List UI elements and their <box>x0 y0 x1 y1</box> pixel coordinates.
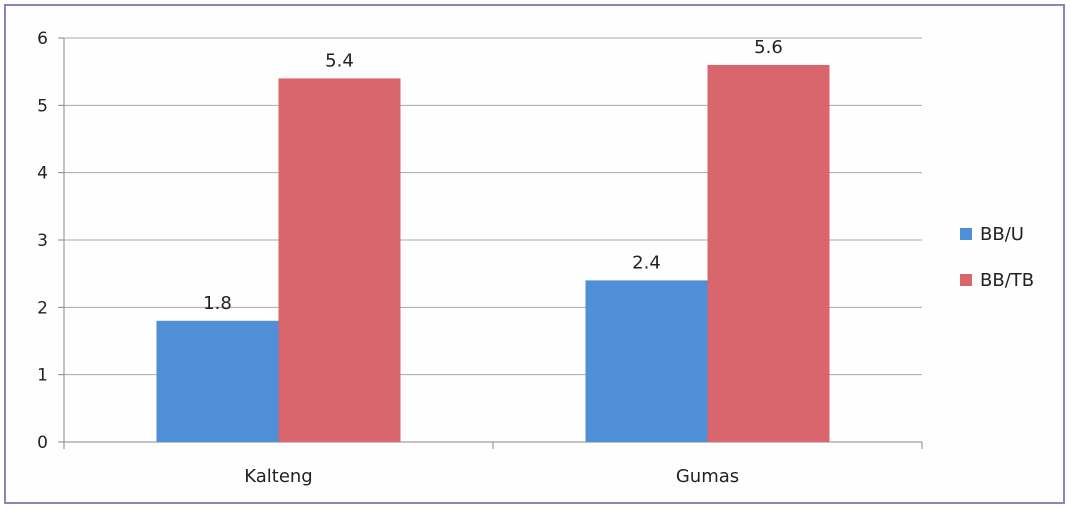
y-tick-label: 1 <box>37 366 48 386</box>
data-label: 1.8 <box>203 293 232 314</box>
x-axis: Kalteng Gumas <box>63 441 923 487</box>
y-tick-label: 2 <box>37 298 48 318</box>
y-tick-label: 6 <box>37 29 48 49</box>
bar-bb-tb-gumas <box>707 64 830 442</box>
x-category-label: Kalteng <box>244 466 312 487</box>
bar-bb-u-kalteng <box>156 320 279 442</box>
data-labels: 1.8 5.4 2.4 5.6 <box>203 37 783 314</box>
legend-swatch <box>960 274 972 286</box>
legend-swatch <box>960 228 972 240</box>
x-category-label: Gumas <box>676 466 739 487</box>
y-axis: 0 1 2 3 4 5 6 <box>37 29 65 453</box>
bars <box>156 64 830 443</box>
legend: BB/U BB/TB <box>960 224 1034 291</box>
data-label: 5.4 <box>325 50 354 71</box>
bar-bb-u-gumas <box>585 280 708 442</box>
y-tick-label: 0 <box>37 433 48 453</box>
y-tick-label: 3 <box>37 231 48 251</box>
data-label: 5.6 <box>754 37 783 58</box>
legend-label: BB/TB <box>980 270 1034 291</box>
y-tick-label: 4 <box>37 164 48 184</box>
data-label: 2.4 <box>632 252 661 273</box>
bar-bb-tb-kalteng <box>278 78 401 443</box>
legend-label: BB/U <box>980 224 1024 245</box>
y-tick-label: 5 <box>37 96 48 116</box>
